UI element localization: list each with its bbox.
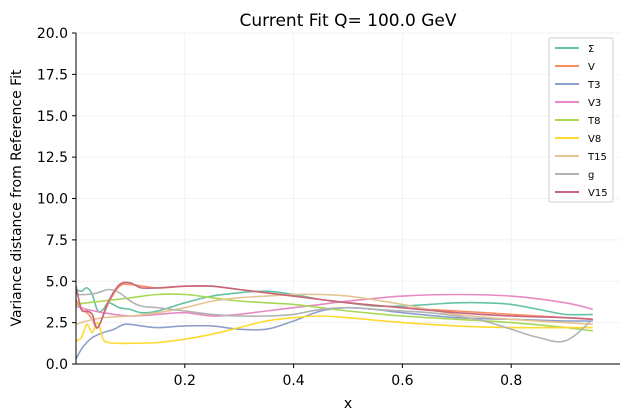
legend: ΣV T3 V3 T8 V8 T15 g V15: [548, 37, 614, 203]
y-tick-label: 15.0: [37, 109, 68, 125]
chart-title: Current Fit Q= 100.0 GeV: [240, 11, 457, 31]
legend-label: V8: [588, 134, 601, 145]
x-tick-label: 0.6: [391, 373, 413, 389]
series-line: [75, 293, 593, 332]
y-tick-label: 2.5: [46, 316, 68, 332]
series-line: [75, 306, 593, 360]
y-axis-label: Variance distance from Reference Fit: [9, 69, 25, 327]
y-tick-label: 5.0: [46, 274, 68, 290]
legend-label: V15: [588, 188, 608, 199]
series-line: [75, 293, 593, 317]
y-tick-label: 17.5: [37, 67, 68, 83]
series-line: [75, 288, 594, 343]
legend-label: g: [588, 170, 594, 181]
legend-label: V3: [588, 98, 601, 109]
legend-label: T3: [587, 80, 600, 91]
y-tick-label: 12.5: [37, 150, 68, 166]
ticks: 0.0 2.5 5.0 7.5 10.0 12.5 15.0 17.5 20.0 0.2 0.4 0.…: [37, 26, 523, 389]
y-tick-label: 10.0: [37, 192, 68, 208]
series-line: [75, 281, 593, 329]
x-tick-label: 0.2: [174, 373, 196, 389]
legend-box: [548, 37, 614, 203]
y-tick-label: 0.0: [46, 357, 68, 373]
x-axis-label: x: [344, 396, 352, 412]
series-line: [75, 315, 593, 345]
grid: [76, 32, 620, 365]
series-line: [75, 283, 593, 329]
x-tick-label: 0.4: [282, 373, 304, 389]
y-tick-label: 20.0: [37, 26, 68, 42]
series-lines: [75, 281, 594, 360]
legend-label: Σ: [588, 44, 594, 55]
legend-label: T8: [587, 116, 600, 127]
y-tick-label: 7.5: [46, 233, 68, 249]
series-line: [75, 293, 593, 326]
x-tick-label: 0.8: [500, 373, 522, 389]
legend-label: T15: [587, 152, 607, 163]
legend-label: V: [588, 62, 595, 73]
